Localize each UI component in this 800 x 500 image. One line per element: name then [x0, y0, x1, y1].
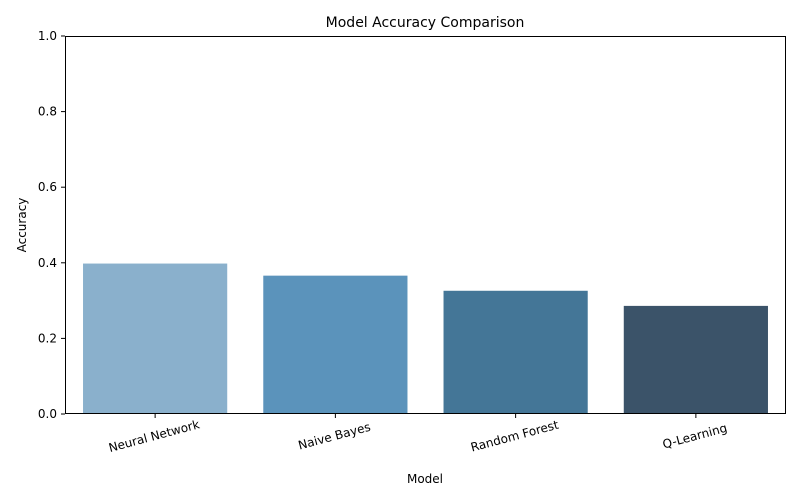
y-tick-label: 0.2	[38, 331, 57, 345]
y-tick-label: 0.4	[38, 256, 57, 270]
bar-q-learning	[623, 305, 768, 414]
y-tick-label: 0.8	[38, 105, 57, 119]
x-tick-label: Neural Network	[107, 417, 201, 455]
y-tick-label: 1.0	[38, 29, 57, 43]
bar-random-forest	[443, 290, 588, 414]
y-tick-label: 0.6	[38, 180, 57, 194]
chart-title: Model Accuracy Comparison	[326, 15, 525, 31]
bar-neural-network	[83, 263, 228, 414]
bar-naive-bayes	[263, 275, 408, 414]
x-axis-label: Model	[407, 472, 443, 486]
x-axis: Neural Network Naive Bayes Random Forest Q-…	[107, 414, 729, 455]
y-tick-label: 0.0	[38, 407, 57, 421]
x-tick-label: Q-Learning	[661, 421, 729, 452]
x-tick-label: Naive Bayes	[297, 420, 372, 453]
y-axis-label: Accuracy	[15, 198, 29, 253]
y-axis: 0.0 0.2 0.4 0.6 0.8 1.0	[38, 29, 65, 421]
bars-group	[83, 263, 768, 414]
x-tick-label: Random Forest	[469, 418, 560, 455]
